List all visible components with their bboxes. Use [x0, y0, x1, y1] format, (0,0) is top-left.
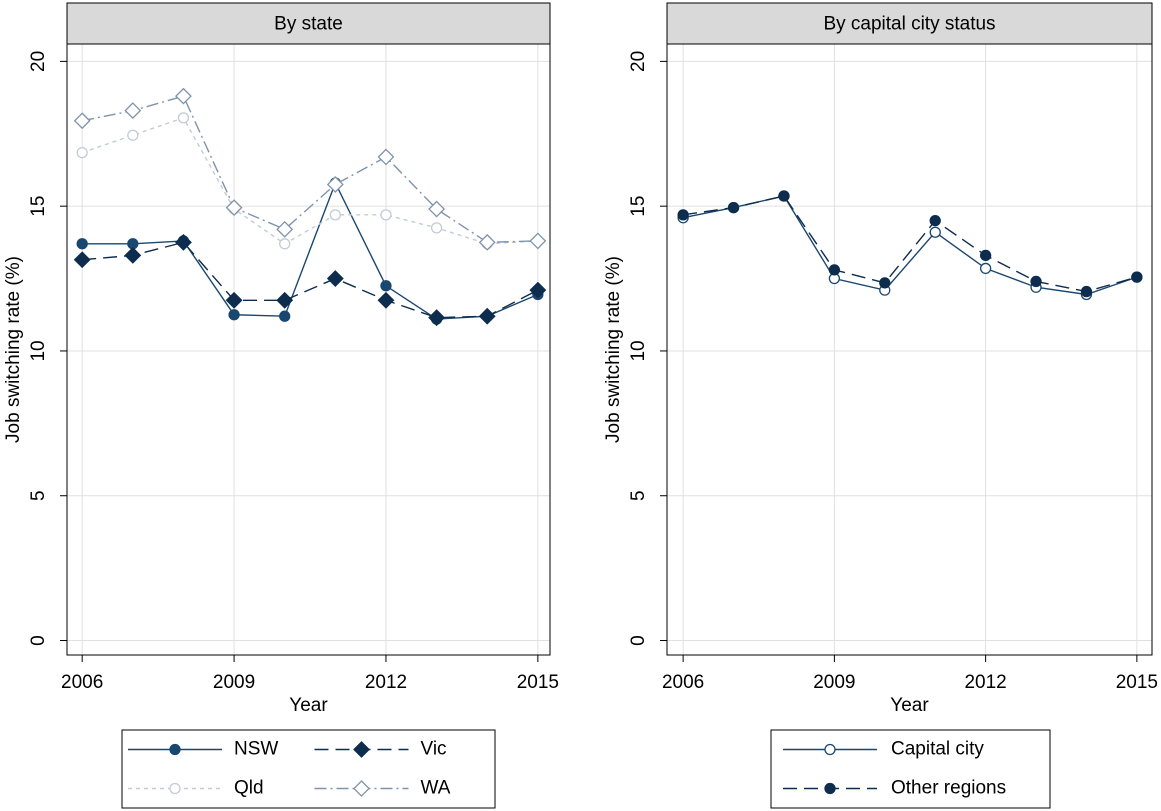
marker: [76, 238, 88, 250]
marker: [428, 309, 446, 327]
y-axis-label: Job switching rate (%): [603, 256, 624, 443]
panel-header: [666, 2, 1153, 45]
x-axis-label: Year: [890, 695, 929, 716]
legend-label: WA: [421, 778, 451, 799]
legend-item: NSW: [128, 739, 278, 760]
y-tick-label: 15: [28, 196, 49, 217]
marker: [124, 246, 142, 264]
marker: [929, 226, 941, 238]
marker: [1030, 275, 1042, 288]
legend-box: [770, 729, 1051, 809]
marker: [329, 209, 341, 221]
y-tick-label: 5: [628, 490, 649, 501]
marker: [177, 112, 190, 124]
y-tick-label: 0: [628, 635, 649, 646]
marker: [428, 200, 446, 218]
marker: [727, 201, 740, 214]
marker: [276, 291, 294, 309]
series-line: [683, 195, 1138, 293]
marker: [377, 148, 395, 166]
plot-area: [67, 44, 550, 655]
marker: [1080, 285, 1093, 298]
series-line: [82, 241, 539, 319]
marker: [430, 222, 443, 234]
x-tick-label: 2012: [964, 672, 1006, 693]
marker: [124, 102, 142, 120]
legend-marker: [169, 743, 181, 756]
y-tick-label: 0: [28, 635, 49, 646]
x-tick-label: 2009: [213, 672, 255, 693]
marker: [326, 176, 344, 193]
marker: [979, 249, 992, 262]
y-tick-label: 15: [628, 196, 649, 217]
legend-label: Capital city: [891, 739, 984, 760]
x-tick-label: 2012: [365, 672, 407, 693]
x-tick-label: 2006: [61, 672, 103, 693]
y-tick-label: 5: [28, 490, 49, 501]
legend-box: [121, 729, 496, 809]
panel-header: [66, 2, 551, 45]
legend-label: NSW: [234, 739, 278, 760]
x-tick-label: 2006: [662, 672, 704, 693]
x-tick-label: 2015: [1116, 672, 1158, 693]
marker: [276, 220, 294, 238]
marker: [73, 251, 91, 269]
x-tick-label: 2009: [813, 672, 855, 693]
y-tick-label: 20: [628, 51, 649, 72]
y-tick-label: 20: [28, 51, 49, 72]
legend-item: Capital city: [783, 739, 984, 760]
plot-frame: [666, 43, 1153, 656]
marker: [478, 233, 496, 251]
marker: [478, 307, 496, 325]
series-line: [81, 116, 538, 245]
legend-marker: [353, 741, 370, 758]
marker: [225, 199, 243, 217]
legend-item: WA: [314, 778, 451, 799]
x-axis-label: Year: [289, 695, 328, 716]
marker: [529, 281, 547, 299]
legend-item: Qld: [128, 778, 264, 799]
legend-label: Other regions: [891, 778, 1006, 799]
marker: [225, 291, 243, 309]
panel-title: By capital city status: [823, 14, 995, 35]
marker: [279, 238, 291, 250]
marker: [380, 209, 392, 221]
legend-label: Vic: [421, 739, 447, 760]
plot-frame: [66, 43, 551, 656]
marker: [73, 112, 91, 130]
marker: [1131, 271, 1143, 283]
series-line: [82, 181, 539, 320]
series-line: [82, 95, 538, 244]
marker: [380, 280, 392, 292]
marker: [677, 209, 689, 221]
plot-area: [667, 44, 1152, 655]
marker: [279, 310, 291, 322]
legend-marker: [824, 743, 836, 756]
legend-marker: [169, 782, 181, 795]
marker: [778, 190, 790, 202]
marker: [828, 264, 841, 276]
y-tick-label: 10: [28, 340, 49, 361]
marker: [175, 87, 192, 105]
legend-marker: [353, 780, 370, 797]
marker: [377, 291, 395, 309]
marker: [979, 262, 992, 275]
marker: [929, 214, 941, 227]
y-axis-label: Job switching rate (%): [3, 256, 24, 443]
marker: [228, 309, 240, 321]
marker: [175, 233, 192, 251]
legend-item: Other regions: [783, 778, 1006, 799]
legend-marker: [824, 782, 836, 795]
marker: [326, 270, 344, 287]
legend-label: Qld: [234, 778, 264, 799]
marker: [529, 232, 547, 250]
marker: [127, 129, 139, 141]
y-tick-label: 10: [628, 340, 649, 361]
marker: [76, 146, 88, 159]
panel-title: By state: [274, 14, 343, 35]
x-tick-label: 2015: [517, 672, 559, 693]
legend-item: Vic: [314, 739, 447, 760]
marker: [879, 277, 891, 289]
